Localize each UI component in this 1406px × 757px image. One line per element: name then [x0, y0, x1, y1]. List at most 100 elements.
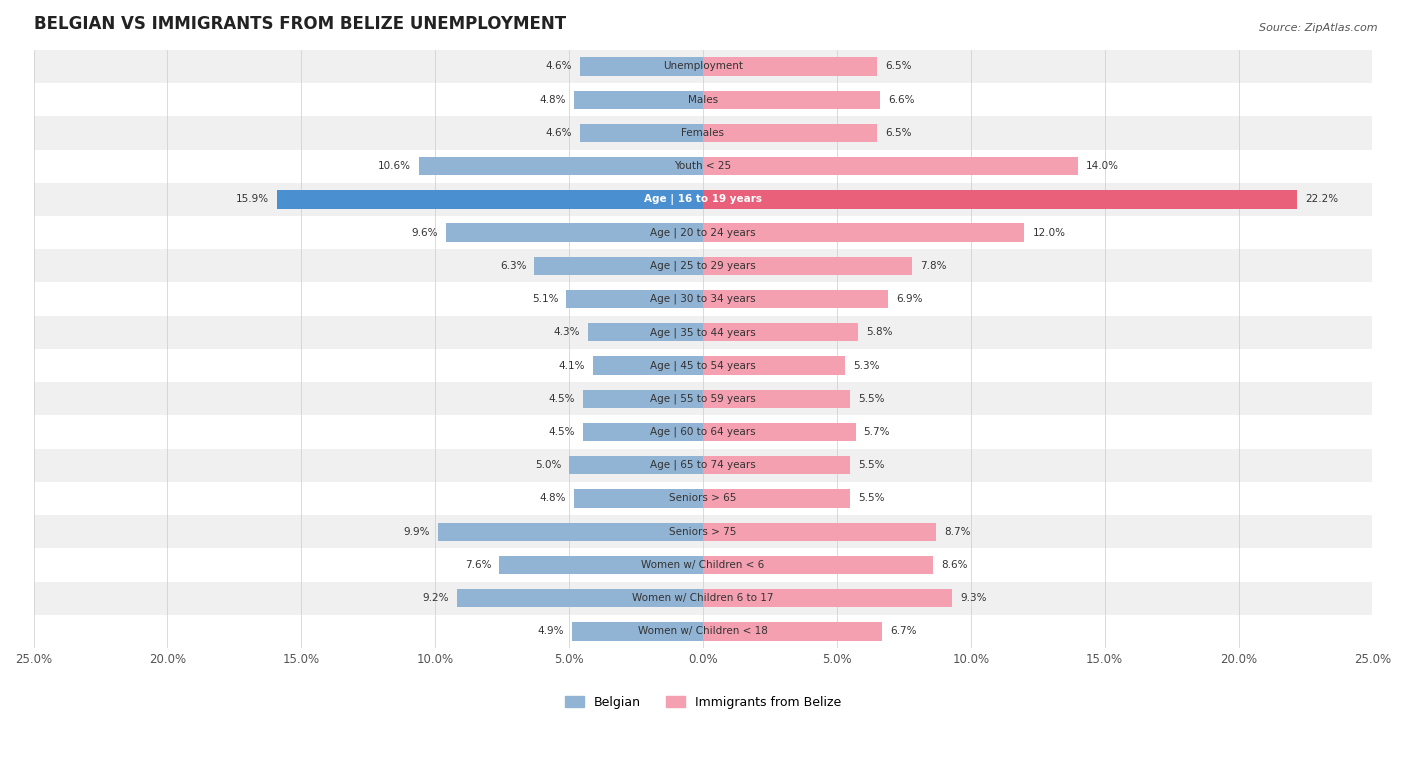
Text: Males: Males	[688, 95, 718, 104]
Bar	[703, 290, 887, 308]
Text: BELGIAN VS IMMIGRANTS FROM BELIZE UNEMPLOYMENT: BELGIAN VS IMMIGRANTS FROM BELIZE UNEMPL…	[34, 15, 565, 33]
Bar	[277, 190, 703, 208]
Text: Age | 35 to 44 years: Age | 35 to 44 years	[650, 327, 756, 338]
Bar	[703, 556, 934, 574]
Bar	[703, 522, 936, 540]
Text: 4.6%: 4.6%	[546, 128, 572, 138]
Bar	[34, 50, 1372, 83]
Text: 9.9%: 9.9%	[404, 527, 430, 537]
Bar	[34, 182, 1372, 216]
Text: 5.0%: 5.0%	[534, 460, 561, 470]
Text: 7.8%: 7.8%	[920, 261, 946, 271]
Text: 6.3%: 6.3%	[499, 261, 526, 271]
Text: Age | 25 to 29 years: Age | 25 to 29 years	[650, 260, 756, 271]
Bar	[703, 91, 880, 109]
Text: 5.5%: 5.5%	[858, 494, 884, 503]
Bar	[34, 117, 1372, 150]
Text: 6.7%: 6.7%	[890, 626, 917, 637]
Text: Youth < 25: Youth < 25	[675, 161, 731, 171]
Bar	[34, 282, 1372, 316]
Text: Age | 60 to 64 years: Age | 60 to 64 years	[650, 427, 756, 438]
Bar	[34, 150, 1372, 182]
Text: Seniors > 75: Seniors > 75	[669, 527, 737, 537]
Bar	[34, 382, 1372, 416]
Bar	[703, 456, 851, 475]
Bar	[567, 290, 703, 308]
Text: 9.6%: 9.6%	[412, 228, 437, 238]
Bar	[575, 489, 703, 508]
Bar	[593, 357, 703, 375]
Bar	[703, 257, 912, 275]
Bar	[34, 482, 1372, 515]
Text: 15.9%: 15.9%	[236, 195, 269, 204]
Text: 9.2%: 9.2%	[422, 593, 449, 603]
Bar	[34, 581, 1372, 615]
Text: 4.5%: 4.5%	[548, 427, 575, 437]
Bar	[34, 416, 1372, 449]
Bar	[34, 515, 1372, 548]
Text: 5.5%: 5.5%	[858, 460, 884, 470]
Bar	[582, 423, 703, 441]
Text: Age | 45 to 54 years: Age | 45 to 54 years	[650, 360, 756, 371]
Bar	[34, 349, 1372, 382]
Bar	[419, 157, 703, 176]
Text: 5.5%: 5.5%	[858, 394, 884, 403]
Bar	[703, 124, 877, 142]
Text: 8.7%: 8.7%	[943, 527, 970, 537]
Text: 4.1%: 4.1%	[558, 360, 585, 370]
Text: Seniors > 65: Seniors > 65	[669, 494, 737, 503]
Bar	[34, 249, 1372, 282]
Text: 6.9%: 6.9%	[896, 294, 922, 304]
Text: 4.8%: 4.8%	[540, 95, 567, 104]
Text: 8.6%: 8.6%	[942, 560, 967, 570]
Bar	[579, 58, 703, 76]
Text: 10.6%: 10.6%	[378, 161, 411, 171]
Bar	[582, 390, 703, 408]
Text: 4.3%: 4.3%	[554, 327, 579, 338]
Text: Women w/ Children < 18: Women w/ Children < 18	[638, 626, 768, 637]
Text: 12.0%: 12.0%	[1032, 228, 1066, 238]
Text: Source: ZipAtlas.com: Source: ZipAtlas.com	[1260, 23, 1378, 33]
Bar	[703, 190, 1298, 208]
Bar	[703, 622, 883, 640]
Text: 6.6%: 6.6%	[887, 95, 914, 104]
Text: Age | 55 to 59 years: Age | 55 to 59 years	[650, 394, 756, 404]
Bar	[703, 423, 856, 441]
Bar	[457, 589, 703, 607]
Text: Women w/ Children 6 to 17: Women w/ Children 6 to 17	[633, 593, 773, 603]
Bar	[569, 456, 703, 475]
Bar	[703, 390, 851, 408]
Text: 5.8%: 5.8%	[866, 327, 893, 338]
Bar	[34, 216, 1372, 249]
Bar	[703, 323, 858, 341]
Bar	[703, 223, 1025, 241]
Text: 6.5%: 6.5%	[886, 128, 911, 138]
Bar	[437, 522, 703, 540]
Text: 4.5%: 4.5%	[548, 394, 575, 403]
Bar	[34, 548, 1372, 581]
Text: Unemployment: Unemployment	[664, 61, 742, 71]
Bar	[499, 556, 703, 574]
Text: 4.9%: 4.9%	[537, 626, 564, 637]
Text: 7.6%: 7.6%	[465, 560, 492, 570]
Legend: Belgian, Immigrants from Belize: Belgian, Immigrants from Belize	[560, 690, 846, 714]
Bar	[34, 449, 1372, 482]
Text: 6.5%: 6.5%	[886, 61, 911, 71]
Bar	[34, 615, 1372, 648]
Text: 14.0%: 14.0%	[1085, 161, 1119, 171]
Text: 5.3%: 5.3%	[853, 360, 880, 370]
Text: Females: Females	[682, 128, 724, 138]
Text: 5.1%: 5.1%	[531, 294, 558, 304]
Text: 4.8%: 4.8%	[540, 494, 567, 503]
Text: Age | 16 to 19 years: Age | 16 to 19 years	[644, 194, 762, 205]
Bar	[579, 124, 703, 142]
Bar	[534, 257, 703, 275]
Bar	[703, 357, 845, 375]
Text: 9.3%: 9.3%	[960, 593, 987, 603]
Bar	[34, 316, 1372, 349]
Text: Women w/ Children < 6: Women w/ Children < 6	[641, 560, 765, 570]
Bar	[703, 58, 877, 76]
Text: 5.7%: 5.7%	[863, 427, 890, 437]
Bar	[34, 83, 1372, 117]
Bar	[575, 91, 703, 109]
